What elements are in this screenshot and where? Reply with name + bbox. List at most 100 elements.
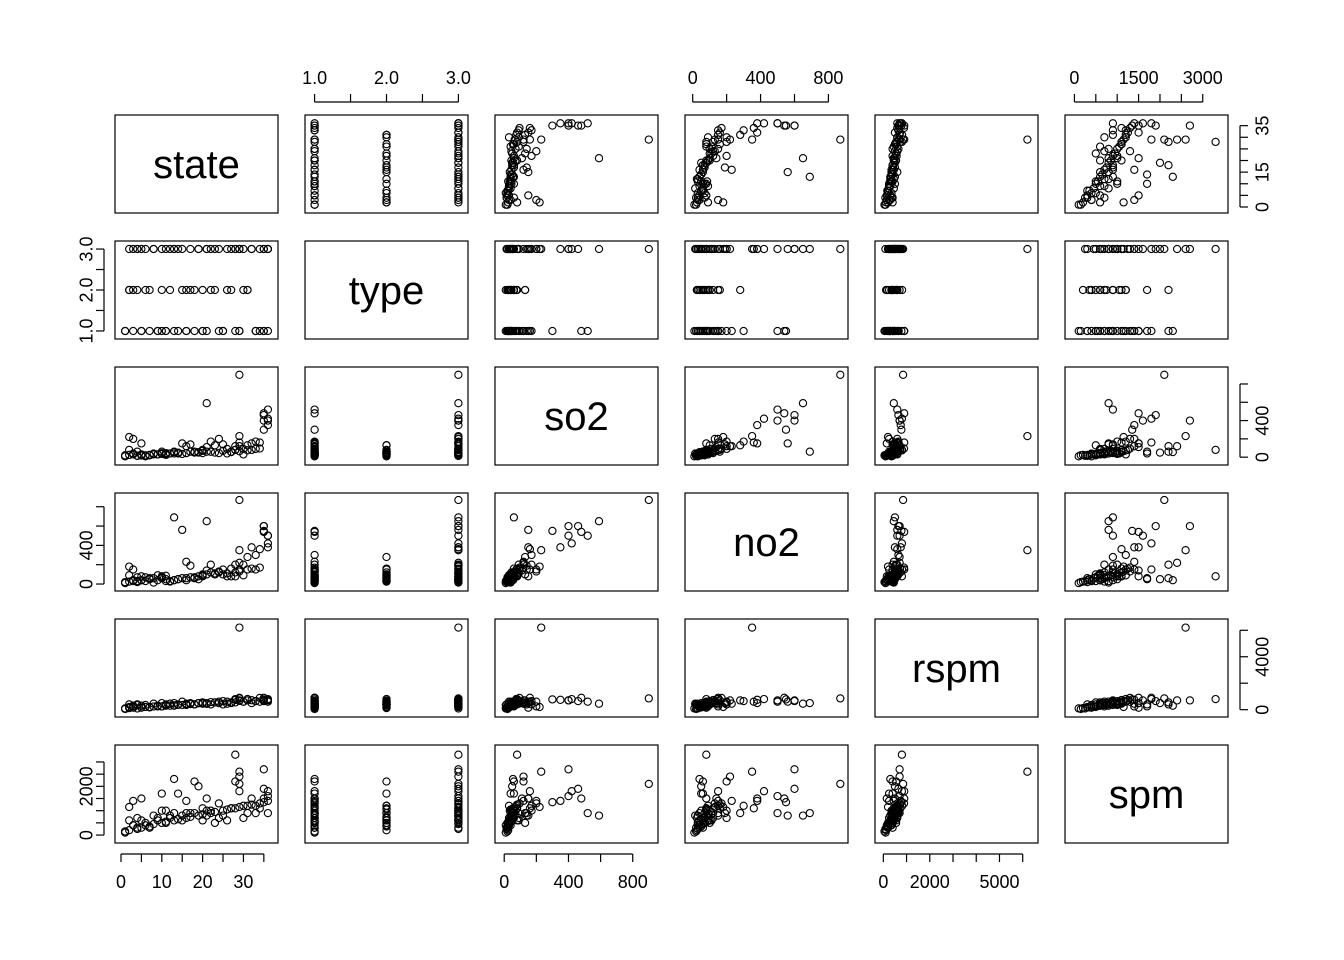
tick-label: 400 (1252, 406, 1272, 436)
point-no2-so2 (525, 545, 535, 554)
point-spm-no2 (805, 808, 814, 818)
point-state-so2 (532, 147, 541, 156)
point-spm-so2 (532, 799, 541, 808)
point-state-no2 (713, 130, 723, 140)
point-rspm-spm (1080, 704, 1090, 713)
point-so2-type (454, 447, 463, 457)
variable-label-state: state (153, 143, 240, 187)
point-state-spm (1134, 121, 1143, 130)
point-no2-spm (1168, 576, 1177, 585)
point-no2-so2 (567, 539, 576, 548)
point-no2-spm (1151, 521, 1160, 531)
point-no2-type (454, 521, 463, 531)
point-type-spm (1093, 326, 1103, 336)
point-type-no2 (727, 326, 736, 336)
point-type-rspm (892, 285, 901, 295)
point-rspm-type (382, 697, 391, 707)
point-state-type (382, 198, 391, 207)
point-rspm-spm (1125, 693, 1135, 703)
point-state-spm (1155, 158, 1165, 167)
point-type-state (145, 326, 154, 336)
point-so2-no2 (773, 405, 782, 414)
point-state-spm (1142, 170, 1152, 179)
point-rspm-spm (1155, 698, 1165, 708)
point-so2-state (235, 438, 244, 447)
point-state-so2 (522, 163, 531, 172)
point-spm-no2 (836, 779, 845, 789)
point-no2-rspm (895, 552, 904, 562)
point-state-spm (1080, 193, 1090, 202)
point-so2-no2 (747, 431, 757, 441)
point-state-spm (1172, 135, 1182, 144)
point-no2-state (129, 565, 138, 574)
point-no2-state (243, 552, 252, 562)
point-type-so2 (583, 326, 592, 336)
tick-label: 0 (1069, 68, 1079, 88)
point-type-no2 (747, 244, 757, 254)
point-spm-so2 (509, 777, 519, 786)
point-no2-spm (1128, 526, 1137, 536)
point-type-spm (1119, 326, 1128, 336)
panel-so2-no2 (684, 366, 849, 466)
panel-no2-spm (1064, 492, 1229, 592)
point-state-type (382, 186, 391, 195)
point-no2-so2 (524, 525, 533, 535)
point-rspm-state (153, 702, 162, 711)
point-type-spm (1185, 244, 1195, 254)
point-rspm-so2 (532, 697, 541, 706)
panel-state-rspm (874, 114, 1039, 214)
point-type-state (218, 326, 228, 336)
point-so2-no2 (739, 437, 748, 446)
point-spm-no2 (783, 811, 792, 820)
point-so2-spm (1130, 420, 1139, 430)
point-type-rspm (894, 244, 903, 254)
point-no2-state (255, 545, 264, 554)
point-no2-so2 (511, 570, 520, 579)
point-type-so2 (519, 326, 528, 336)
point-spm-no2 (790, 784, 799, 793)
point-state-no2 (713, 195, 723, 205)
point-type-state (214, 326, 224, 336)
point-type-so2 (503, 285, 512, 295)
point-state-type (454, 174, 463, 184)
point-spm-rspm (899, 799, 909, 808)
tick-label: 0 (688, 68, 698, 88)
point-rspm-state (157, 702, 166, 711)
point-type-spm (1134, 244, 1143, 254)
point-type-rspm (888, 326, 897, 336)
point-rspm-state (125, 703, 134, 713)
point-so2-no2 (753, 420, 762, 430)
point-so2-state (129, 450, 138, 459)
point-so2-no2 (705, 446, 714, 455)
point-no2-state (169, 513, 179, 522)
point-spm-so2 (532, 796, 541, 806)
point-so2-spm (1168, 447, 1177, 457)
point-type-no2 (717, 326, 726, 336)
point-spm-no2 (713, 787, 723, 796)
point-type-spm (1108, 244, 1118, 254)
point-so2-state (227, 447, 236, 457)
point-state-spm (1119, 135, 1128, 144)
point-spm-so2 (511, 806, 520, 815)
point-rspm-state (235, 696, 244, 706)
point-state-spm (1095, 172, 1105, 181)
point-state-so2 (506, 142, 515, 151)
point-type-spm (1130, 244, 1139, 254)
point-no2-spm (1130, 543, 1139, 552)
point-so2-spm (1108, 447, 1118, 456)
point-type-rspm (894, 326, 903, 336)
point-type-spm (1095, 326, 1105, 336)
point-spm-state (173, 815, 183, 824)
point-so2-type (310, 425, 319, 434)
point-no2-state (137, 576, 146, 585)
point-type-spm (1125, 244, 1135, 254)
point-rspm-state (243, 694, 252, 704)
point-spm-so2 (564, 791, 573, 801)
point-spm-state (235, 767, 244, 776)
point-type-so2 (512, 244, 522, 254)
point-state-type (310, 161, 319, 170)
point-rspm-spm (1181, 623, 1190, 632)
point-state-spm (1121, 130, 1130, 140)
point-no2-state (222, 569, 232, 578)
point-state-spm (1108, 119, 1118, 128)
